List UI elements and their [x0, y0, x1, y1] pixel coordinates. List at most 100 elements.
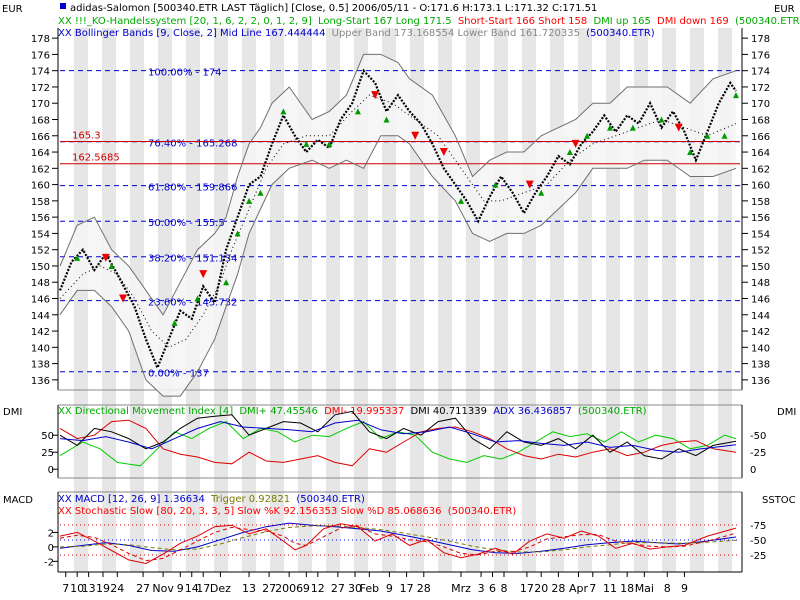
time-tick-label: Mai [635, 582, 654, 595]
price-tick-label-left: 162 [31, 164, 50, 175]
bb-legend: XX Bollinger Bands [9, Close, 2] Mid Lin… [58, 28, 655, 39]
stripe [242, 28, 256, 572]
time-tick-label: 10 [70, 582, 84, 595]
stoch-legend-symbol: (500340.ETR) [448, 506, 517, 517]
dmi-legend-adx: ADX 36.436857 [493, 406, 572, 417]
currency-label-left: EUR [2, 4, 23, 15]
bb-legend-symbol: (500340.ETR) [586, 28, 655, 39]
buy-signal-marker [606, 124, 613, 131]
stripe [74, 28, 88, 572]
buy-signal-marker [246, 197, 253, 204]
dmi-legend-minus: DMI- 19.995337 [324, 406, 404, 417]
buy-signal-marker [458, 197, 465, 204]
time-tick-label: Mrz [451, 582, 471, 595]
price-tick-label-right: 176 [751, 50, 770, 61]
price-tick-label-left: 148 [31, 278, 50, 289]
dmi-tick-label-right: -50 [750, 431, 766, 442]
price-tick-label-right: 142 [751, 327, 770, 338]
fib-level-label: 100.00% - 174 [148, 68, 222, 79]
price-tick-label-right: 162 [751, 164, 770, 175]
support-lines: 165.3 162.5685 [60, 130, 740, 165]
stoch-legend: XX Stochastic Slow [80, 20, 3, 3, 5] Slo… [58, 506, 516, 517]
price-tick-label-left: 138 [31, 360, 50, 371]
stoch-tick-label: -75 [750, 521, 766, 532]
bollinger-band-lines [59, 53, 737, 397]
time-tick-label: 18 [620, 582, 634, 595]
bollinger-band-area [60, 54, 736, 397]
price-tick-label-right: 170 [751, 99, 770, 110]
buy-signal-marker [704, 132, 711, 139]
buy-signal-marker [566, 149, 573, 156]
price-tick-label-left: 150 [31, 262, 50, 273]
macd-legend-prefix: XX MACD [12, 26, 9] 1.36634 [58, 494, 205, 505]
time-tick-label: 9 [177, 582, 184, 595]
price-tick-label-right: 154 [751, 229, 770, 240]
buy-signal-marker [629, 124, 636, 131]
price-tick-label-right: 166 [751, 132, 770, 143]
macd-label-left: MACD [3, 495, 33, 506]
price-tick-label-left: 164 [31, 148, 50, 159]
price-tick-label-right: 152 [751, 246, 770, 257]
time-tick-label: 12 [311, 582, 325, 595]
price-tick-label-right: 156 [751, 213, 770, 224]
time-tick-label: 8 [664, 582, 671, 595]
price-tick-label-right: 150 [751, 262, 770, 273]
price-tick-label-left: 144 [31, 311, 50, 322]
time-tick-label: 28 [417, 582, 431, 595]
dmi-legend-dmi: DMI 40.711339 [410, 406, 487, 417]
dmi-label-left: DMI [3, 407, 22, 418]
stripe [522, 28, 536, 572]
trade-signals [74, 91, 739, 326]
macd-legend: XX MACD [12, 26, 9] 1.36634 Trigger 0.92… [58, 494, 365, 505]
macd-series-line [59, 523, 737, 565]
price-tick-label-right: 140 [751, 343, 770, 354]
time-tick-label: 20 [534, 582, 548, 595]
stoch-tick-label: -25 [750, 551, 766, 562]
sell-signal-marker [571, 139, 580, 148]
macd-series-line [59, 525, 737, 562]
buy-signal-marker [492, 181, 499, 188]
buy-signal-marker [234, 230, 241, 237]
dmi-tick-label-right: 0 [750, 465, 756, 476]
price-tick-label-left: 158 [31, 197, 50, 208]
dmi-label-right: DMI [777, 407, 796, 418]
ko-legend-dmi-up: DMI up 165 [593, 16, 650, 27]
price-tick-label-left: 146 [31, 295, 50, 306]
price-tick-label-left: 142 [31, 327, 50, 338]
sell-signal-marker [101, 253, 110, 262]
bollinger-lower-band [59, 135, 737, 397]
bb-legend-bands: Upper Band 173.168554 Lower Band 161.720… [332, 28, 580, 39]
stripe [494, 28, 508, 572]
chart-title: adidas-Salomon [500340.ETR LAST Täglich]… [70, 3, 597, 14]
fib-level-label: 61.80% - 159.866 [148, 183, 237, 194]
dmi-tick-label-left: 25 [41, 448, 54, 459]
dmi-tick-label-left: 0 [48, 465, 54, 476]
buy-signal-marker [326, 140, 333, 147]
time-tick-label: 19 [96, 582, 110, 595]
time-tick-label: 17 [520, 582, 534, 595]
price-tick-label-right: 164 [751, 148, 770, 159]
price-tick-label-left: 166 [31, 132, 50, 143]
sell-signal-marker [674, 123, 683, 132]
buy-signal-marker [194, 295, 201, 302]
sell-signal-marker [411, 131, 420, 140]
macd-legend-symbol: (500340.ETR) [296, 494, 365, 505]
dmi-series-line [59, 419, 737, 453]
macd-legend-trigger: Trigger 0.92821 [210, 494, 290, 505]
close-price-line [58, 68, 737, 371]
time-tick-label: 7 [62, 582, 69, 595]
price-tick-label-left: 160 [31, 181, 50, 192]
price-tick-label-right: 160 [751, 181, 770, 192]
stoch-tick-label: -50 [750, 536, 766, 547]
time-tick-label: 28 [551, 582, 565, 595]
price-axis: 136 136 138 138 140 140 142 142 144 144 146 146 148 1… [31, 34, 770, 387]
time-tick-label: Apr [569, 582, 589, 595]
bollinger-mid-line [59, 94, 737, 348]
price-tick-label-right: 174 [751, 67, 770, 78]
ko-legend-long: Long-Start 167 Long 171.5 [318, 16, 452, 27]
dmi-series [59, 410, 737, 467]
price-tick-label-left: 156 [31, 213, 50, 224]
chart-menu-icon[interactable] [60, 3, 66, 9]
ko-legend: XX !!!_KO-Handelssystem [20, 1, 6, 2, 2,… [58, 16, 800, 27]
